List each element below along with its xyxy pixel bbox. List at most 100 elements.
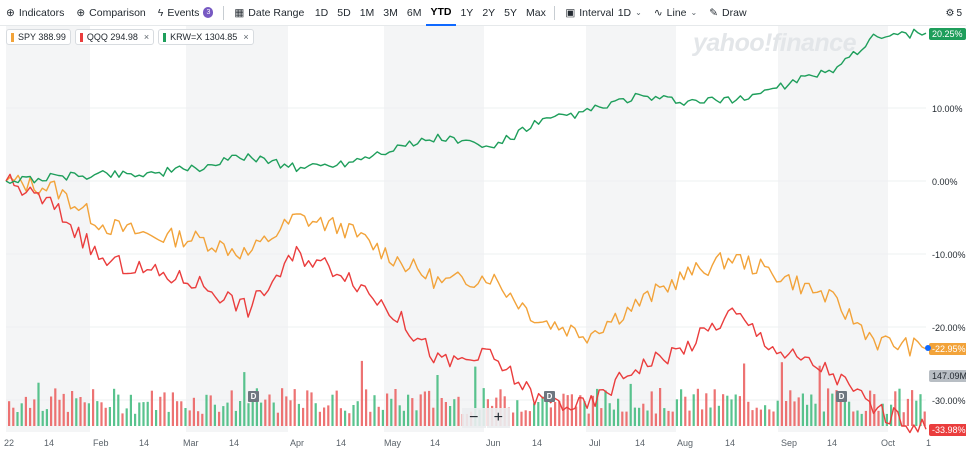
volume-bar xyxy=(864,410,867,426)
range-2y[interactable]: 2Y xyxy=(482,6,496,19)
chart-type-dropdown[interactable]: ∿ Line ⌄ xyxy=(648,0,703,26)
close-icon[interactable]: × xyxy=(143,32,150,42)
volume-bar xyxy=(87,403,90,426)
spy-price-pill: -22.95% xyxy=(929,343,966,355)
volume-bar xyxy=(596,388,599,426)
volume-bar xyxy=(54,388,57,426)
volume-bar xyxy=(860,413,863,426)
indicators-button[interactable]: ⊕ Indicators xyxy=(0,0,70,26)
volume-bar xyxy=(911,390,914,426)
range-1m[interactable]: 1M xyxy=(359,6,375,19)
dividend-marker[interactable]: D xyxy=(836,391,847,402)
volume-bar xyxy=(512,412,515,426)
dividend-marker[interactable]: D xyxy=(248,391,259,402)
volume-bar xyxy=(810,394,813,426)
plus-circle-icon: ⊕ xyxy=(76,6,86,19)
legend-chip-qqq[interactable]: QQQ 294.98 × xyxy=(74,29,155,45)
volume-bar xyxy=(743,363,746,426)
legend-chip-spy[interactable]: SPY 388.99 xyxy=(6,29,71,45)
y-tick-label: 10.00% xyxy=(932,104,963,114)
volume-bar xyxy=(814,403,817,426)
volume-bar xyxy=(692,394,695,426)
range-max[interactable]: Max xyxy=(526,6,546,19)
y-tick-label: -10.00% xyxy=(932,250,966,260)
volume-bar xyxy=(176,401,179,426)
settings-button[interactable]: ⚙ 5 xyxy=(945,0,962,26)
volume-bar xyxy=(197,411,200,426)
range-5y[interactable]: 5Y xyxy=(504,6,517,19)
volume-bar xyxy=(873,394,876,426)
range-5d[interactable]: 5D xyxy=(337,6,351,19)
volume-bar xyxy=(768,409,771,426)
volume-bar xyxy=(239,401,242,426)
volume-bar xyxy=(545,401,548,426)
volume-bar xyxy=(575,406,578,426)
zoom-in-button[interactable]: + xyxy=(486,408,510,428)
volume-bar xyxy=(79,397,82,426)
volume-bar xyxy=(255,388,258,426)
volume-bar xyxy=(726,395,729,426)
range-6m[interactable]: 6M xyxy=(406,6,422,19)
range-3m[interactable]: 3M xyxy=(383,6,398,19)
pencil-icon: ✎ xyxy=(709,6,719,19)
comparison-button[interactable]: ⊕ Comparison xyxy=(70,0,151,26)
volume-bar xyxy=(759,409,762,426)
volume-bar xyxy=(856,410,859,426)
volume-bar xyxy=(793,401,796,426)
volume-bar xyxy=(566,395,569,426)
volume-bar xyxy=(608,403,611,426)
yahoo-finance-watermark: yahoo!finance xyxy=(693,29,856,57)
volume-bar xyxy=(390,398,393,426)
volume-bar xyxy=(436,375,439,426)
volume-bar xyxy=(457,396,460,426)
x-tick-label: 14 xyxy=(827,438,838,448)
volume-bar xyxy=(684,396,687,426)
volume-bar xyxy=(75,398,78,426)
volume-bar xyxy=(780,362,783,426)
volume-bar xyxy=(822,411,825,426)
volume-bar xyxy=(352,405,355,426)
zoom-out-button[interactable]: − xyxy=(462,408,486,428)
volume-bar xyxy=(663,408,666,426)
x-tick-label: 14 xyxy=(725,438,736,448)
gear-icon: ⚙ xyxy=(945,7,955,19)
volume-bar xyxy=(373,395,376,426)
interval-dropdown[interactable]: ▣ Interval 1D ⌄ xyxy=(559,0,648,26)
dividend-marker[interactable]: D xyxy=(544,391,555,402)
volume-bar xyxy=(915,400,918,426)
volume-bar xyxy=(432,407,435,426)
volume-bar xyxy=(591,395,594,426)
volume-bar xyxy=(730,399,733,426)
range-1d[interactable]: 1D xyxy=(314,6,329,19)
month-band xyxy=(586,26,676,432)
volume-bar xyxy=(625,411,628,426)
x-tick-label: 14 xyxy=(635,438,646,448)
events-button[interactable]: ϟ Events 3 xyxy=(152,0,220,26)
comparison-legend: SPY 388.99 QQQ 294.98 × KRW=X 1304.85 × xyxy=(6,29,254,45)
x-tick-label: Jul xyxy=(589,438,601,448)
volume-bar xyxy=(348,413,351,426)
range-ytd[interactable]: YTD xyxy=(425,0,456,26)
volume-bar xyxy=(222,406,225,426)
draw-button[interactable]: ✎ Draw xyxy=(703,0,752,26)
volume-bar xyxy=(234,410,237,426)
range-1y[interactable]: 1Y xyxy=(460,6,474,19)
volume-bar xyxy=(365,389,368,426)
date-range-button[interactable]: ▦ Date Range xyxy=(228,0,310,26)
y-tick-label: -20.00% xyxy=(932,323,966,333)
volume-bar xyxy=(318,411,321,426)
volume-bar xyxy=(499,389,502,426)
volume-bar xyxy=(667,410,670,426)
close-icon[interactable]: × xyxy=(243,32,249,42)
volume-bar xyxy=(83,402,86,426)
volume-bar xyxy=(33,399,36,426)
volume-bar xyxy=(386,393,389,426)
volume-bar xyxy=(717,405,720,426)
month-band xyxy=(384,26,484,432)
volume-bar xyxy=(260,402,263,426)
volume-bar xyxy=(117,394,120,426)
legend-chip-krw[interactable]: KRW=X 1304.85 × xyxy=(158,29,254,45)
volume-bar xyxy=(121,413,124,426)
volume-bar xyxy=(734,394,737,426)
